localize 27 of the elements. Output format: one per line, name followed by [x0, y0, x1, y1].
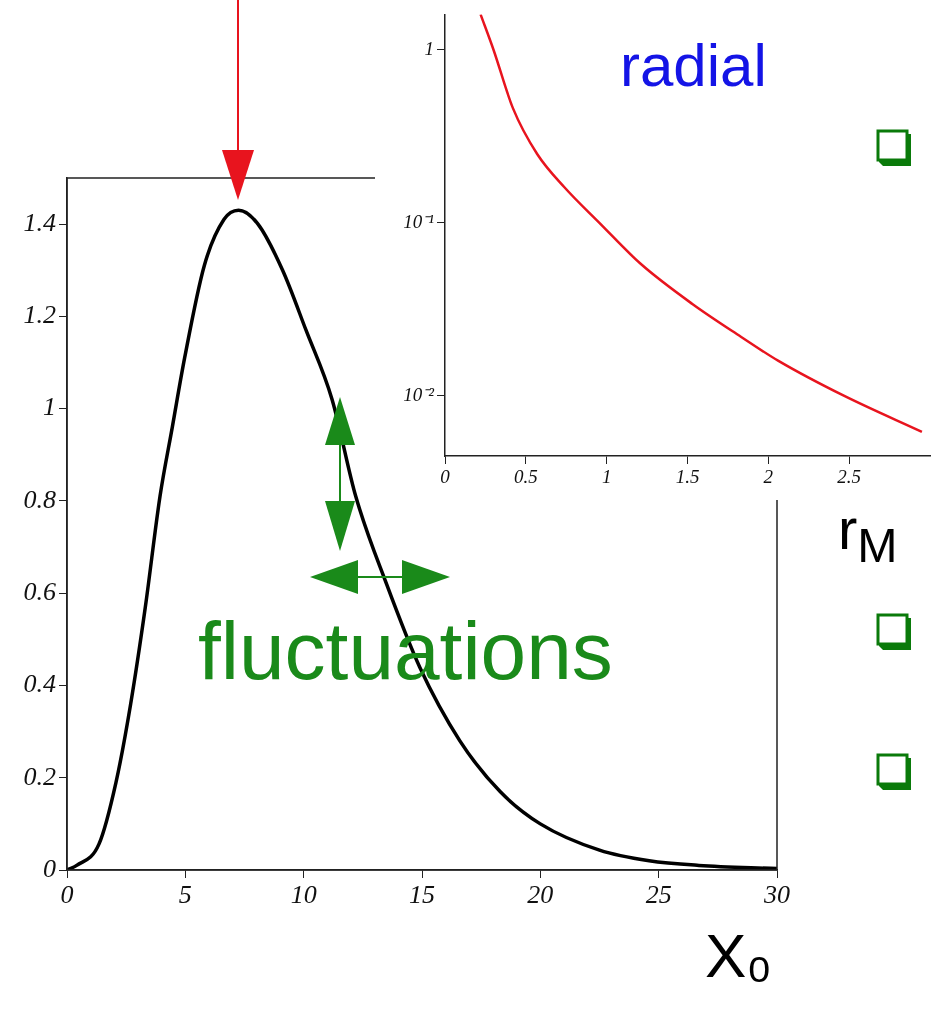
y-tick-label: 10⁻² [403, 383, 435, 405]
y-tick-label: 0.4 [23, 669, 56, 699]
x-tick-label: 30 [763, 880, 790, 910]
x-tick-label: 2 [763, 466, 774, 488]
y-tick-label: 1 [43, 392, 56, 422]
x-tick-label: 1.5 [675, 466, 700, 488]
x-tick-label: 5 [178, 880, 192, 910]
y-tick-label: 0 [43, 853, 56, 883]
y-tick-label: 1.4 [23, 207, 56, 237]
y-tick-label: 1.2 [23, 300, 56, 330]
y-tick-label: 0.6 [23, 577, 56, 607]
x-tick-label: 1 [601, 466, 612, 488]
line-series [479, 14, 924, 434]
x-tick-label: 0.5 [513, 466, 538, 488]
y-tick-label: 1 [424, 37, 434, 59]
y-tick-label: 0.2 [23, 761, 56, 791]
x-tick-label: 2.5 [837, 466, 862, 488]
x-tick-label: 15 [409, 880, 435, 910]
x-tick-label: 0 [440, 466, 451, 488]
y-tick-label: 0.8 [23, 484, 56, 514]
x-tick-label: 10 [290, 880, 317, 910]
y-tick-label: 10⁻¹ [403, 210, 435, 232]
x-axis-title: r$_{M}$ [838, 496, 898, 572]
x-tick-label: 25 [645, 880, 672, 910]
x-axis-title: X₀ [705, 921, 773, 990]
x-tick-label: 20 [527, 880, 554, 910]
annotation: radial [620, 32, 767, 99]
